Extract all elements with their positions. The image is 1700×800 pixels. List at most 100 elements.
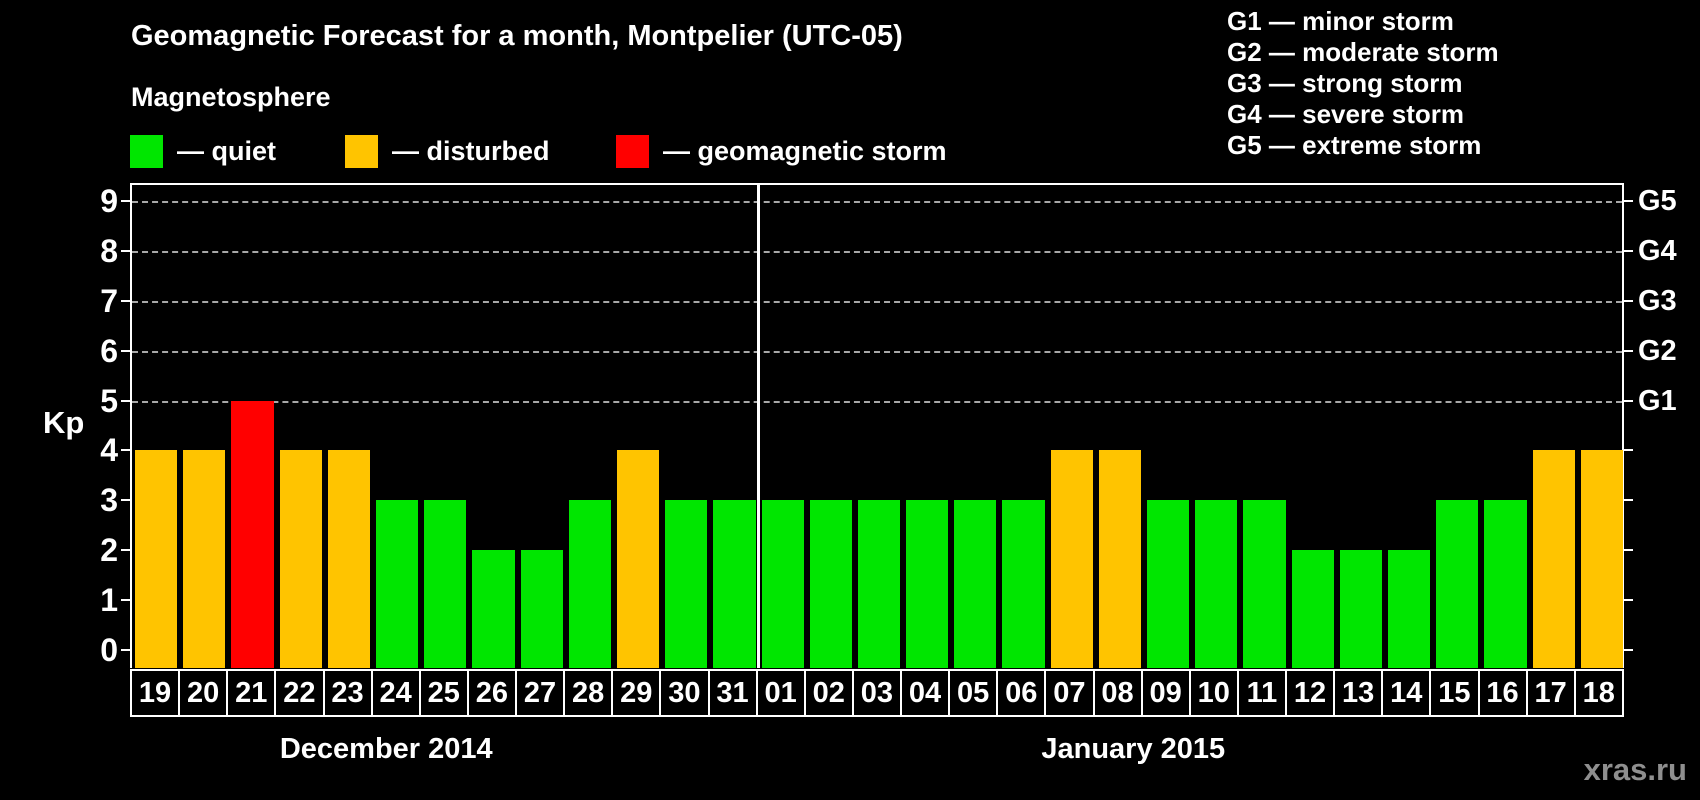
y-tick-label-9: 9 (100, 182, 118, 219)
day-cell-01: 01 (755, 669, 806, 717)
kp-bar-day-07 (1050, 450, 1093, 668)
plot-area: 0 1 2 3 4 5 6 7 8 9 G1 G2 G3 G4 G5 (100, 183, 1677, 668)
legend-swatch-quiet (130, 134, 163, 168)
legend-item-quiet: — quiet (130, 134, 276, 168)
y-tick-right-3 (1624, 499, 1633, 502)
y-tick-label-7: 7 (100, 282, 118, 319)
day-cell-03: 03 (851, 669, 902, 717)
storm-scale-line-1: G1 — minor storm (1227, 6, 1454, 36)
kp-bar-day-24 (375, 500, 419, 668)
day-cell-30: 30 (659, 669, 710, 717)
month-separator (757, 185, 761, 668)
month-label-january: January 2015 (1041, 733, 1226, 765)
y-tick-left-5 (121, 399, 130, 402)
day-cell-04: 04 (900, 669, 951, 717)
gridline-kp8 (132, 250, 1622, 253)
day-cell-17: 17 (1525, 669, 1576, 717)
kp-bar-day-02 (809, 500, 852, 668)
kp-bar-day-29 (616, 450, 660, 668)
day-cell-23: 23 (322, 669, 373, 717)
day-cell-14: 14 (1381, 669, 1432, 717)
kp-bar-day-04 (906, 500, 949, 668)
legend-swatch-storm (616, 134, 649, 168)
gridline-kp5 (132, 400, 1622, 403)
kp-bar-day-21 (231, 400, 274, 668)
day-cell-13: 13 (1333, 669, 1384, 717)
kp-bar-day-14 (1388, 550, 1431, 668)
y-tick-left-6 (121, 349, 130, 352)
month-label-december: December 2014 (279, 733, 493, 765)
storm-scale-legend: G1 — minor storm G2 — moderate storm G3 — … (1227, 6, 1499, 161)
y-tick-right-5 (1624, 399, 1633, 402)
y-tick-right-9 (1624, 199, 1633, 202)
day-cell-29: 29 (611, 669, 662, 717)
kp-bar-day-18 (1580, 450, 1623, 668)
y-tick-left-4 (121, 449, 130, 452)
day-cell-02: 02 (803, 669, 854, 717)
day-cell-10: 10 (1188, 669, 1239, 717)
legend-item-disturbed: — disturbed (345, 134, 550, 168)
day-cell-16: 16 (1477, 669, 1528, 717)
right-axis-label-G2: G2 (1638, 334, 1677, 367)
day-cell-20: 20 (178, 669, 229, 717)
y-tick-left-8 (121, 249, 130, 252)
y-tick-right-8 (1624, 249, 1633, 252)
magnetosphere-heading: Magnetosphere (131, 82, 331, 112)
legend-swatch-disturbed (345, 134, 378, 168)
legend-label-disturbed: — disturbed (392, 135, 550, 166)
kp-bar-day-25 (424, 500, 467, 668)
right-axis-label-G3: G3 (1638, 284, 1677, 317)
kp-bar-day-28 (568, 500, 611, 668)
y-tick-label-1: 1 (100, 582, 118, 619)
y-tick-label-4: 4 (100, 432, 118, 469)
kp-bar-day-26 (472, 550, 515, 668)
y-tick-label-8: 8 (100, 232, 118, 269)
kp-bar-day-30 (665, 500, 708, 668)
kp-bar-day-31 (713, 500, 756, 668)
legend-label-storm: — geomagnetic storm (663, 135, 947, 166)
kp-bar-day-08 (1098, 450, 1142, 668)
legend-item-storm: — geomagnetic storm (616, 134, 947, 168)
day-cell-24: 24 (370, 669, 421, 717)
y-tick-left-9 (121, 199, 130, 202)
kp-bar-day-15 (1436, 500, 1479, 668)
kp-bar-day-27 (520, 550, 563, 668)
gridline-kp7 (132, 300, 1622, 303)
kp-bar-day-09 (1147, 500, 1190, 668)
day-cell-18: 18 (1573, 669, 1624, 717)
day-cell-12: 12 (1285, 669, 1336, 717)
kp-bar-day-20 (183, 450, 226, 668)
y-tick-left-0 (121, 649, 130, 651)
day-cell-19: 19 (130, 669, 181, 717)
y-tick-label-2: 2 (100, 532, 118, 569)
kp-bar-day-06 (1002, 500, 1045, 668)
y-tick-left-3 (121, 499, 130, 502)
kp-bar-day-03 (857, 500, 901, 668)
storm-scale-line-3: G3 — strong storm (1227, 68, 1463, 98)
y-tick-left-1 (121, 599, 130, 602)
y-axis-label: Kp (43, 405, 85, 440)
day-cell-27: 27 (515, 669, 566, 717)
day-axis-row: 19 20 21 22 23 24 25 26 27 28 29 30 31 01 02 03 04 05 06 07… (130, 669, 1624, 717)
day-cell-26: 26 (466, 669, 517, 717)
kp-bar-day-16 (1484, 500, 1527, 668)
storm-scale-line-2: G2 — moderate storm (1227, 37, 1499, 67)
day-cell-25: 25 (418, 669, 469, 717)
y-tick-right-2 (1624, 549, 1633, 552)
right-axis-label-G5: G5 (1638, 184, 1677, 217)
y-tick-label-6: 6 (100, 332, 118, 369)
chart-title: Geomagnetic Forecast for a month, Montpe… (131, 20, 903, 52)
day-cell-11: 11 (1236, 669, 1287, 717)
gridline-kp9 (132, 200, 1622, 203)
y-tick-left-7 (121, 299, 130, 302)
kp-bar-day-19 (135, 450, 178, 668)
day-cell-05: 05 (948, 669, 999, 717)
y-tick-right-0 (1624, 649, 1633, 651)
right-axis-label-G1: G1 (1638, 384, 1677, 417)
day-cell-31: 31 (707, 669, 758, 717)
kp-bar-day-17 (1532, 450, 1575, 668)
day-cell-21: 21 (226, 669, 277, 717)
kp-bar-day-10 (1195, 500, 1238, 668)
storm-scale-line-5: G5 — extreme storm (1227, 130, 1482, 160)
day-cell-22: 22 (274, 669, 325, 717)
